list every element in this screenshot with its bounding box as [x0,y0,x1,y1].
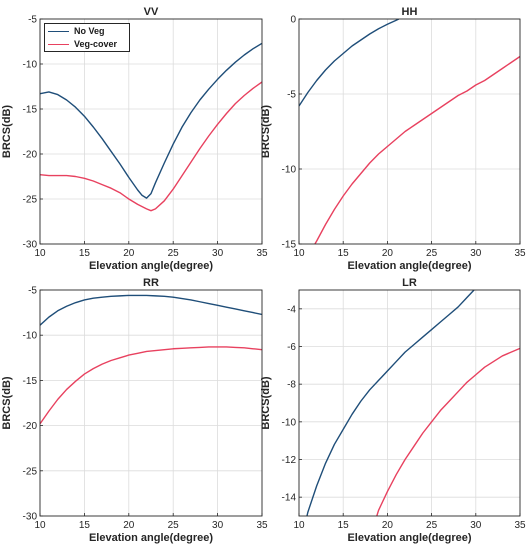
axes-box-lr [298,289,521,517]
y-axis-label-vv: BRCS(dB) [1,105,13,158]
series-line-veg-cover-lr [376,347,520,516]
legend-item-no-veg: No Veg [45,25,129,37]
legend-swatch-no-veg [48,30,69,32]
tick-label-y-hh: -5 [287,90,296,101]
tick-label-y-hh: 0 [290,15,296,26]
tick-label-x-lr: 25 [426,520,438,531]
plot-area-rr [40,290,262,516]
tick-label-x-hh: 30 [470,248,482,259]
tick-label-y-vv: -25 [23,195,38,206]
chart-title-vv: VV [144,6,159,18]
series-line-veg-cover-vv [40,81,262,212]
tick-label-x-hh: 35 [514,248,526,259]
x-axis-label-lr: Elevation angle(degree) [347,532,471,544]
y-axis-label-rr: BRCS(dB) [1,376,13,429]
tick-label-x-vv: 35 [256,248,268,259]
series-line-veg-cover-rr [40,346,262,425]
tick-label-y-rr: -30 [23,512,38,523]
x-axis-label-rr: Elevation angle(degree) [89,532,213,544]
legend-label-no-veg: No Veg [74,26,105,36]
plot-area-lr [299,290,520,516]
tick-label-y-vv: -20 [23,150,38,161]
tick-label-x-vv: 10 [34,248,46,259]
tick-label-x-lr: 30 [470,520,482,531]
x-axis-label-vv: Elevation angle(degree) [89,260,213,272]
tick-label-y-rr: -20 [23,421,38,432]
legend-label-veg-cover: Veg-cover [74,39,118,49]
tick-label-x-lr: 15 [338,520,350,531]
y-axis-label-lr: BRCS(dB) [260,376,272,429]
tick-label-x-vv: 20 [123,248,135,259]
chart-title-rr: RR [143,277,159,289]
y-axis-label-hh: BRCS(dB) [260,105,272,158]
tick-label-y-vv: -15 [23,105,38,116]
plot-area-hh [299,19,520,244]
chart-title-lr: LR [402,277,417,289]
chart-panel-vv: 10 15 20 25 30 35 -30 -25 -20 -15 -10 -5 VV Elevation… [1,6,268,272]
series-line-no-veg-lr [306,290,475,516]
tick-label-x-hh: 10 [293,248,305,259]
tick-label-x-hh: 25 [426,248,438,259]
tick-label-y-rr: -25 [23,466,38,477]
tick-label-y-rr: -10 [23,331,38,342]
tick-label-y-lr: -10 [282,417,297,428]
x-axis-label-hh: Elevation angle(degree) [347,260,471,272]
series-line-no-veg-rr [40,294,262,326]
tick-label-x-vv: 30 [212,248,224,259]
tick-label-y-hh: -15 [282,240,297,251]
tick-label-y-lr: -14 [282,493,297,504]
axes-box-hh [298,18,521,245]
tick-label-y-rr: -5 [28,286,37,297]
chart-title-hh: HH [402,6,418,18]
axes-box-vv [39,18,263,245]
tick-label-x-vv: 15 [79,248,91,259]
tick-label-x-lr: 10 [293,520,305,531]
tick-label-y-hh: -10 [282,165,297,176]
chart-panel-rr: 10 15 20 25 30 35 -30 -25 -20 -15 -10 -5 RR Elevation… [1,277,268,544]
series-line-no-veg-hh [299,19,400,107]
tick-label-x-rr: 20 [123,520,135,531]
tick-label-y-lr: -4 [287,304,296,315]
tick-label-x-rr: 10 [34,520,46,531]
tick-label-y-vv: -5 [28,15,37,26]
chart-panel-lr: 10 15 20 25 30 35 -14 -12 -10 -8 -6 -4 LR Elevation a… [260,277,526,544]
tick-label-x-lr: 35 [514,520,526,531]
tick-label-y-vv: -30 [23,240,38,251]
tick-label-x-rr: 25 [168,520,180,531]
tick-label-y-lr: -6 [287,342,296,353]
tick-label-x-rr: 15 [79,520,91,531]
tick-label-x-rr: 35 [256,520,268,531]
tick-label-y-rr: -15 [23,376,38,387]
legend-swatch-veg-cover [48,43,69,45]
tick-label-x-rr: 30 [212,520,224,531]
tick-label-y-lr: -8 [287,380,296,391]
tick-label-y-lr: -12 [282,455,297,466]
series-line-no-veg-vv [40,42,262,199]
chart-panel-hh: 10 15 20 25 30 35 -15 -10 -5 0 HH Elevation angle(d… [260,6,526,272]
plot-area-vv [40,19,262,244]
tick-label-x-hh: 15 [338,248,350,259]
tick-label-x-hh: 20 [382,248,394,259]
axes-box-rr [39,289,263,517]
tick-label-x-lr: 20 [382,520,394,531]
series-line-veg-cover-hh [314,55,520,244]
tick-label-x-vv: 25 [168,248,180,259]
tick-label-y-vv: -10 [23,60,38,71]
legend-item-veg-cover: Veg-cover [45,38,129,50]
legend: No Veg Veg-cover [44,23,130,52]
